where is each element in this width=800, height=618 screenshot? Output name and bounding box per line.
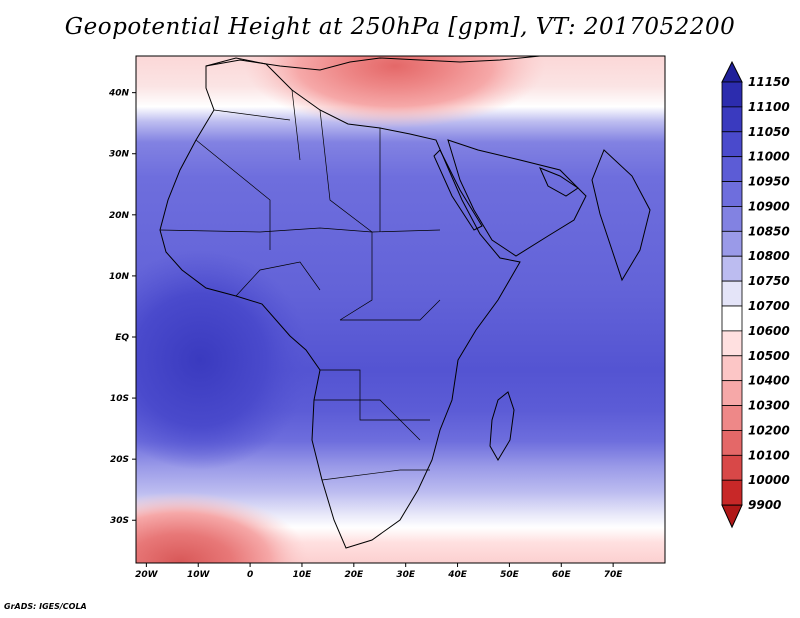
europe-coastline bbox=[205, 56, 541, 71]
colorbar-swatch bbox=[721, 330, 743, 357]
x-tick-label: 10W bbox=[187, 570, 211, 580]
colorbar-label: 10850 bbox=[748, 224, 790, 238]
colorbar-swatch bbox=[721, 156, 743, 182]
colorbar-label: 10000 bbox=[748, 473, 790, 487]
colorbar-label: 10700 bbox=[748, 299, 790, 313]
colorbar-swatch bbox=[721, 131, 743, 158]
y-tick-label: 20S bbox=[110, 455, 129, 465]
x-tick-label: 20E bbox=[344, 570, 364, 580]
colorbar-label: 10500 bbox=[748, 349, 790, 363]
y-tick-label: 20N bbox=[109, 211, 130, 221]
atlantic-high-region bbox=[136, 250, 310, 470]
colorbar-label: 11000 bbox=[748, 150, 790, 164]
y-tick-label: 10S bbox=[110, 394, 129, 404]
madagascar bbox=[489, 391, 515, 461]
x-tick-label: 30E bbox=[396, 570, 416, 580]
colorbar-label: 10600 bbox=[748, 324, 790, 338]
colorbar-label: 11050 bbox=[748, 125, 790, 139]
colorbar-swatch bbox=[721, 206, 743, 232]
persian-gulf bbox=[539, 167, 579, 197]
colorbar-swatch bbox=[721, 255, 743, 282]
colorbar-label: 10950 bbox=[748, 175, 790, 189]
colorbar-swatch bbox=[721, 280, 743, 307]
x-tick-label: 10E bbox=[293, 570, 313, 580]
colorbar-swatch bbox=[721, 181, 743, 207]
colorbar-top-arrow bbox=[721, 60, 743, 83]
colorbar-swatch bbox=[721, 430, 743, 456]
colorbar-label: 9900 bbox=[748, 498, 781, 512]
colorbar-label: 11100 bbox=[748, 100, 790, 114]
plot-frame bbox=[135, 55, 666, 564]
y-axis-ticks: 40N 30N 20N 10N EQ 10S 20S 30S bbox=[108, 89, 136, 526]
x-tick-label: 0 bbox=[247, 570, 253, 580]
arabia-coastline bbox=[447, 139, 587, 257]
x-tick-label: 40E bbox=[447, 570, 468, 580]
plot-area bbox=[136, 56, 665, 563]
y-tick-label: 10N bbox=[109, 272, 130, 282]
mediterranean-trough bbox=[245, 56, 545, 128]
colorbar-label: 10100 bbox=[748, 448, 790, 462]
south-atlantic-trough bbox=[136, 492, 310, 563]
india-coastline bbox=[591, 149, 651, 282]
colorbar-swatch bbox=[721, 405, 743, 431]
y-tick-label: 30N bbox=[109, 150, 130, 160]
colorbar: 11150 11100 11050 11000 10950 10900 10850 10800… bbox=[721, 60, 790, 529]
colorbar-label: 10750 bbox=[748, 274, 790, 288]
x-tick-label: 60E bbox=[552, 570, 572, 580]
borders bbox=[159, 89, 441, 481]
colorbar-label: 10800 bbox=[748, 249, 790, 263]
colorbar-label: 10200 bbox=[748, 423, 790, 437]
coastlines bbox=[159, 56, 651, 549]
colorbar-swatch bbox=[721, 380, 743, 406]
y-tick-label: EQ bbox=[115, 333, 129, 343]
colorbar-bottom-arrow bbox=[721, 504, 743, 529]
colorbar-swatch bbox=[721, 479, 743, 506]
colorbar-label: 10400 bbox=[748, 374, 790, 388]
africa-coastline bbox=[159, 57, 521, 549]
colorbar-swatch bbox=[721, 81, 743, 108]
grads-credit: GrADS: IGES/COLA bbox=[4, 602, 87, 611]
x-tick-label: 70E bbox=[604, 570, 624, 580]
x-tick-label: 50E bbox=[500, 570, 520, 580]
y-tick-label: 40N bbox=[108, 89, 130, 99]
map-title: Geopotential Height at 250hPa [gpm], VT:… bbox=[64, 14, 736, 40]
colorbar-swatch bbox=[721, 355, 743, 382]
colorbar-swatch bbox=[721, 230, 743, 257]
colorbar-swatch bbox=[721, 454, 743, 481]
colorbar-swatch bbox=[721, 106, 743, 133]
colorbar-label: 11150 bbox=[748, 75, 790, 89]
x-tick-label: 20W bbox=[135, 570, 159, 580]
colorbar-swatch bbox=[721, 305, 743, 332]
y-tick-label: 30S bbox=[110, 516, 129, 526]
red-sea bbox=[433, 149, 483, 231]
x-axis-ticks: 20W 10W 0 10E 20E 30E 40E 50E 60E 70E bbox=[135, 563, 623, 580]
colorbar-label: 10300 bbox=[748, 399, 790, 413]
colorbar-label: 10900 bbox=[748, 199, 790, 213]
